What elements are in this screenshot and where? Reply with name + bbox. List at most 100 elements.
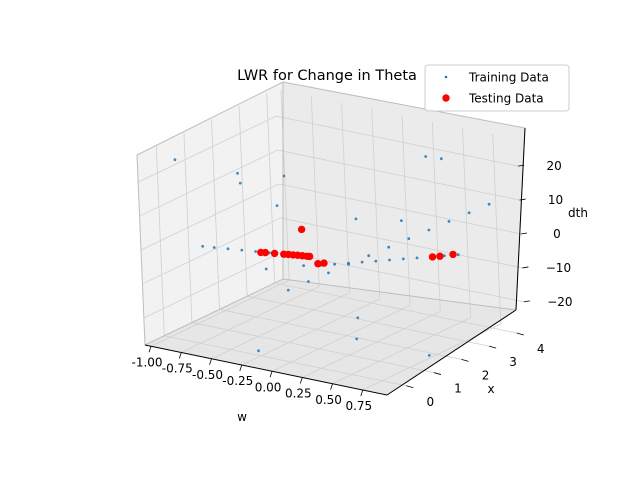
tick-label-w: 0.25	[285, 387, 312, 401]
tick-x	[406, 385, 414, 389]
tick-w	[299, 377, 303, 384]
testing-data-series	[257, 225, 457, 268]
tick-label-x: 3	[509, 355, 517, 369]
tick-label-dth: −10	[546, 261, 571, 275]
grid-line-dth-back	[277, 149, 520, 201]
training-data-point	[387, 245, 391, 249]
grid-line-dth-left	[142, 217, 281, 285]
tick-label-x: 4	[537, 342, 545, 356]
tick-dth	[519, 198, 526, 201]
training-data-point	[254, 250, 257, 253]
tick-label-w: -0.25	[222, 374, 253, 388]
grid-line-w-floor	[271, 304, 411, 372]
grid-line-w-floor	[241, 298, 380, 366]
testing-data-point	[436, 252, 444, 260]
grid-line-dth-back	[280, 217, 523, 269]
training-data-point	[212, 246, 216, 249]
tick-label-x: 2	[482, 368, 490, 382]
tick-dth	[523, 300, 530, 303]
testing-data-point	[294, 251, 302, 259]
training-data-point	[467, 211, 471, 215]
training-data-point	[439, 157, 443, 161]
w-axis-line	[144, 344, 388, 396]
training-data-point	[360, 260, 364, 264]
training-data-point	[240, 248, 244, 252]
tick-label-dth: 0	[553, 227, 561, 241]
tick-x	[516, 332, 524, 336]
tick-dth	[518, 164, 525, 167]
training-data-point	[173, 158, 177, 162]
legend: Training Data Testing Data	[424, 64, 570, 112]
tick-w	[209, 358, 212, 365]
legend-marker-testing	[442, 94, 450, 102]
training-data-point	[275, 204, 279, 208]
x-axis-line	[386, 309, 517, 396]
tick-w	[239, 364, 243, 372]
testing-data-point	[270, 249, 279, 258]
tick-label-w: -0.50	[192, 368, 223, 382]
testing-data-point	[284, 250, 293, 259]
training-data-point	[356, 316, 360, 320]
training-data-point	[327, 271, 330, 275]
grid-line-dth-back	[278, 183, 522, 235]
tick-w	[269, 371, 273, 378]
training-data-point	[355, 337, 359, 341]
w-axis-label: w	[237, 410, 247, 424]
x-axis-label: x	[487, 382, 494, 396]
tick-x	[461, 358, 469, 362]
grid-line-w-floor	[302, 311, 441, 378]
tick-label-w: 0.00	[255, 380, 282, 394]
training-data-point	[347, 261, 350, 265]
pane-edge-floor-back	[144, 278, 517, 346]
training-data-point	[354, 217, 358, 221]
training-data-point	[236, 171, 239, 175]
back-pane-right	[283, 82, 525, 310]
tick-label-dth: −20	[547, 295, 572, 309]
training-data-point	[427, 354, 431, 357]
legend-box	[424, 64, 570, 112]
training-data-point	[487, 202, 491, 206]
tick-label-x: 1	[454, 382, 462, 396]
tick-w	[178, 352, 182, 359]
tick-w	[360, 389, 364, 397]
training-data-point	[201, 244, 205, 248]
grid-line-x-floor	[247, 295, 490, 347]
grid-line-w-floor	[211, 292, 350, 360]
grid-lines	[137, 90, 524, 391]
tick-w	[148, 346, 152, 353]
tick-x	[433, 372, 442, 375]
training-data-point	[226, 247, 230, 251]
grid-line-x-floor	[219, 308, 462, 360]
grid-line-x-floor	[164, 335, 407, 387]
dth-axis-line	[515, 127, 526, 311]
training-data-point	[257, 349, 260, 353]
training-data-point	[333, 262, 336, 266]
grid-line-dth-left	[140, 183, 280, 251]
training-data-point	[307, 280, 310, 283]
grid-line-x-floor	[191, 322, 435, 373]
training-data-point	[456, 253, 460, 257]
tick-w	[330, 383, 333, 390]
training-data-point	[443, 254, 446, 258]
grid-line-w-floor	[332, 317, 471, 385]
pane-edge-left-vertical	[136, 154, 146, 346]
training-data-point	[427, 228, 431, 232]
pane-edges	[136, 81, 526, 346]
tick-label-x: 0	[426, 395, 434, 409]
training-data-point	[302, 264, 305, 267]
tick-dth	[522, 266, 529, 269]
training-data-point	[388, 258, 391, 262]
tick-label-w: 0.75	[345, 399, 372, 413]
grid-line-w-floor	[150, 279, 290, 347]
training-data-point	[407, 237, 411, 241]
axis-tick-labels: -1.00 -0.75 -0.50 -0.25 0.00 0.25 0.50 0.75 0 1 2 3…	[132, 159, 573, 413]
testing-data-point	[314, 260, 322, 268]
tick-label-dth: 20	[547, 159, 562, 173]
tick-label-w: -0.75	[162, 362, 193, 376]
tick-x	[489, 345, 497, 349]
tick-label-w: -1.00	[132, 355, 163, 369]
testing-data-point	[449, 250, 457, 259]
legend-marker-training	[444, 75, 448, 79]
training-data-point	[447, 220, 451, 223]
